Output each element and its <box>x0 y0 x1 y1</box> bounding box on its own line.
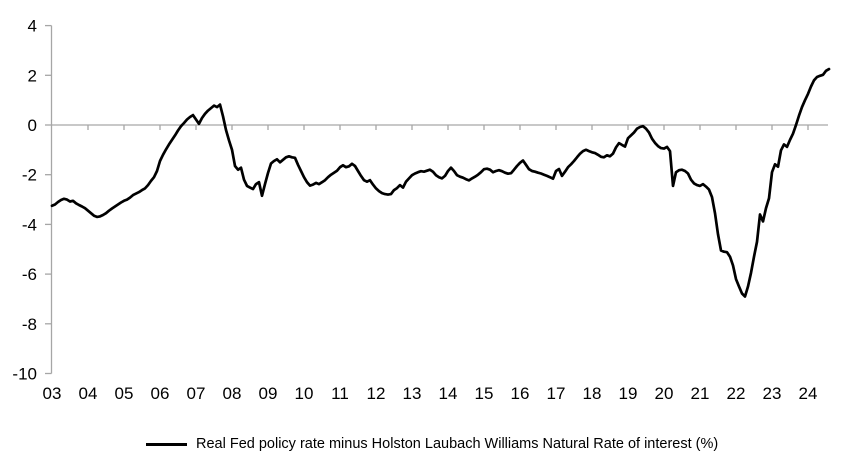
x-tick-label: 24 <box>799 384 818 403</box>
x-tick-label: 09 <box>259 384 278 403</box>
legend-series-label: Real Fed policy rate minus Holston Lauba… <box>196 436 719 452</box>
x-tick-label: 05 <box>115 384 134 403</box>
x-tick-label: 04 <box>79 384 98 403</box>
x-tick-label: 20 <box>655 384 674 403</box>
x-tick-label: 23 <box>763 384 782 403</box>
x-tick-label: 18 <box>583 384 602 403</box>
x-tick-label: 12 <box>367 384 386 403</box>
x-tick-label: 07 <box>187 384 206 403</box>
x-tick-label: 22 <box>727 384 746 403</box>
y-tick-label: 0 <box>28 116 37 135</box>
y-tick-label: -4 <box>22 215 37 234</box>
x-tick-label: 06 <box>151 384 170 403</box>
y-tick-label: -10 <box>12 365 37 384</box>
legend-line-swatch <box>146 442 187 446</box>
x-tick-label: 03 <box>43 384 62 403</box>
x-tick-label: 10 <box>295 384 314 403</box>
y-tick-label: 4 <box>28 17 37 36</box>
x-tick-label: 19 <box>619 384 638 403</box>
data-line <box>50 67 831 298</box>
y-tick-label: -6 <box>22 265 37 284</box>
y-tick-label: -2 <box>22 166 37 185</box>
chart-legend: Real Fed policy rate minus Holston Lauba… <box>146 436 718 452</box>
x-tick-label: 14 <box>439 384 458 403</box>
y-tick-label: 2 <box>28 66 37 85</box>
x-axis: 03 04 05 06 07 08 09 10 11 12 13 14 15 16 17 18 19 20 21 22… <box>43 125 818 403</box>
x-tick-label: 15 <box>475 384 494 403</box>
x-tick-label: 16 <box>511 384 530 403</box>
x-tick-label: 11 <box>331 384 349 403</box>
x-tick-label: 08 <box>223 384 242 403</box>
y-axis: 4 2 0 -2 -4 -6 -8 -10 <box>12 17 53 384</box>
x-tick-label: 13 <box>403 384 422 403</box>
series-line <box>50 67 831 298</box>
x-tick-label: 17 <box>547 384 566 403</box>
y-tick-label: -8 <box>22 315 37 334</box>
x-tick-label: 21 <box>691 384 710 403</box>
